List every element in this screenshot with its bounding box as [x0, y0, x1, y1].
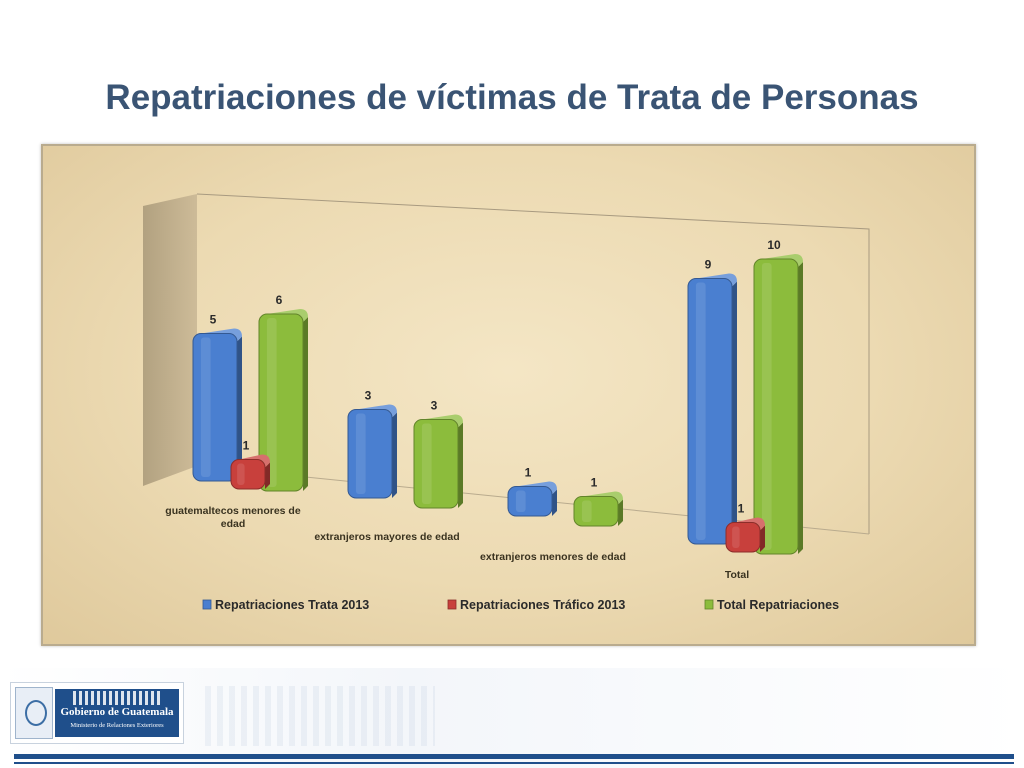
legend-swatch-1 [202, 599, 212, 610]
coat-of-arms-icon [15, 687, 53, 739]
footer: Gobierno de Guatemala Ministerio de Rela… [0, 668, 1024, 768]
bar-1-1 [192, 328, 242, 482]
value-label-3-3: 1 [591, 476, 598, 490]
back-frame [196, 193, 870, 534]
bar-3-2 [413, 414, 463, 509]
legend: Repatriaciones Trata 2013 Repatriaciones … [202, 598, 839, 612]
bar-1-2 [347, 404, 397, 499]
palace-watermark [205, 686, 435, 746]
palace-icon [73, 691, 163, 705]
value-label-2-1: 1 [243, 439, 250, 453]
value-label-3-4: 10 [767, 238, 781, 252]
legend-item-3: Total Repatriaciones [704, 598, 839, 612]
footer-rule-thin [14, 762, 1014, 764]
value-label-2-4: 1 [738, 502, 745, 516]
legend-label-3: Total Repatriaciones [717, 598, 839, 612]
value-label-1-4: 9 [705, 258, 712, 272]
legend-label-2: Repatriaciones Tráfico 2013 [460, 598, 625, 612]
bar-3-1 [258, 309, 308, 492]
bar-1-4 [687, 273, 737, 545]
bar-3-3 [573, 491, 623, 527]
category-label-2: extranjeros mayores de edad [314, 531, 459, 543]
value-label-3-2: 3 [431, 399, 438, 413]
slide-title: Repatriaciones de víctimas de Trata de P… [105, 78, 919, 117]
bar-1-3 [507, 481, 557, 517]
bar-3-4 [753, 254, 803, 555]
logo-government-text: Gobierno de Guatemala [60, 706, 174, 718]
legend-label-1: Repatriaciones Trata 2013 [215, 598, 369, 612]
legend-swatch-3 [704, 599, 714, 610]
bar-2-1 [230, 454, 270, 490]
category-label-4: Total [725, 569, 749, 581]
category-label-3: extranjeros menores de edad [480, 551, 626, 563]
value-label-1-2: 3 [365, 389, 372, 403]
value-label-1-3: 1 [525, 466, 532, 480]
bars-layer [192, 254, 803, 555]
government-logo: Gobierno de Guatemala Ministerio de Rela… [10, 682, 184, 744]
category-labels-layer: guatemaltecos menores de edad extranjeros … [165, 505, 749, 581]
logo-ministry-text: Ministerio de Relaciones Exteriores [70, 722, 164, 729]
legend-item-1: Repatriaciones Trata 2013 [202, 598, 369, 612]
bar-2-4 [725, 517, 765, 553]
legend-item-2: Repatriaciones Tráfico 2013 [447, 598, 625, 612]
footer-rule [14, 754, 1014, 759]
chart-panel: 5 6 1 3 3 1 1 9 10 1 guatemaltecos menores de edad… [41, 144, 976, 646]
legend-swatch-2 [447, 599, 457, 610]
value-label-1-1: 5 [210, 313, 217, 327]
logo-band: Gobierno de Guatemala Ministerio de Rela… [55, 689, 179, 737]
value-label-3-1: 6 [276, 293, 283, 307]
category-label-1: guatemaltecos menores de edad [165, 505, 301, 530]
side-wall [143, 194, 197, 486]
